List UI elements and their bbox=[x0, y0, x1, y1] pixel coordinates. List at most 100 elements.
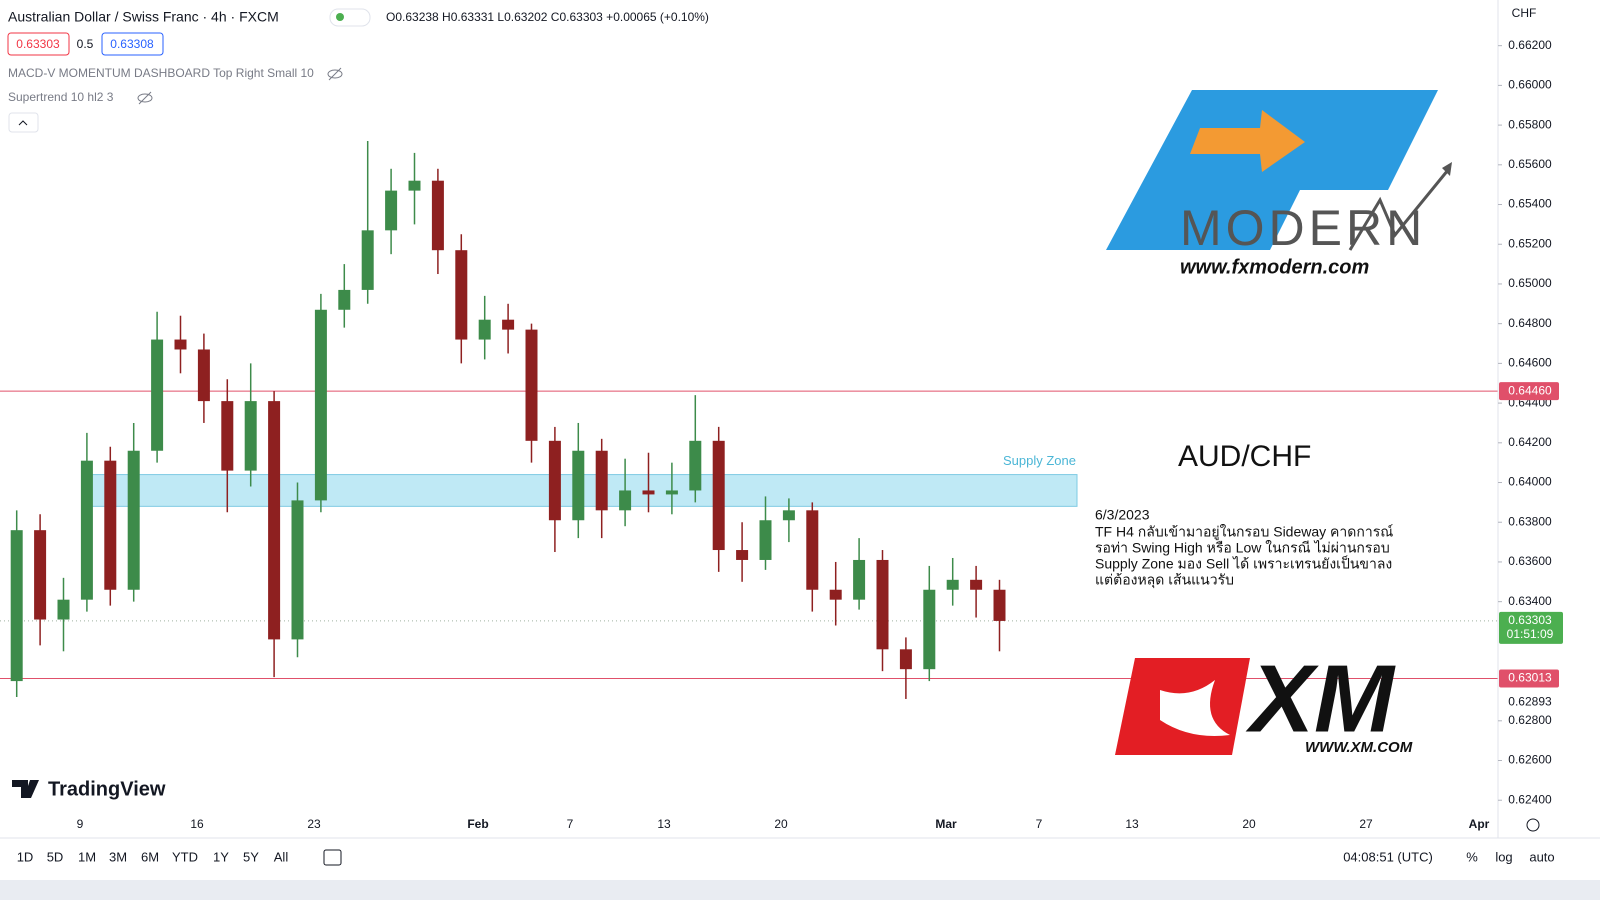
candle-body bbox=[665, 490, 678, 495]
candle-body bbox=[408, 180, 421, 191]
candle-body bbox=[268, 401, 281, 640]
candle-body bbox=[314, 309, 327, 501]
candle-body bbox=[478, 319, 491, 340]
candle-body bbox=[10, 530, 23, 682]
symbol-title[interactable]: Australian Dollar / Swiss Franc · 4h · F… bbox=[8, 9, 279, 25]
x-tick-label: 16 bbox=[190, 817, 204, 831]
candle-body bbox=[525, 329, 538, 441]
candle-body bbox=[572, 450, 585, 521]
candle-body bbox=[548, 440, 561, 521]
annotation-line: Supply Zone มอง Sell ได้ เพราะเทรนยังเป็… bbox=[1095, 555, 1392, 572]
timeframe-button[interactable]: YTD bbox=[172, 849, 198, 864]
tradingview-brand: TradingView bbox=[12, 778, 166, 800]
timeframe-button[interactable]: 1M bbox=[78, 849, 96, 864]
last-price-tag bbox=[1499, 611, 1563, 644]
scale-option[interactable]: auto bbox=[1529, 849, 1554, 864]
price-line-tag bbox=[1499, 382, 1559, 401]
y-tick-label: 0.65600 bbox=[1508, 157, 1552, 171]
xm-logo: XM WWW.XM.COM bbox=[1115, 645, 1413, 756]
x-tick-label: 20 bbox=[774, 817, 788, 831]
candle-body bbox=[361, 230, 374, 290]
x-tick-label: 7 bbox=[1036, 817, 1043, 831]
candle-body bbox=[502, 319, 515, 330]
candle-body bbox=[993, 589, 1006, 621]
annotation-line: รอท่า Swing High หรือ Low ในกรณี ไม่ผ่าน… bbox=[1095, 540, 1390, 556]
buy-price: 0.63308 bbox=[110, 37, 154, 51]
settings-icon[interactable] bbox=[1526, 818, 1540, 832]
candle-body bbox=[970, 579, 983, 590]
bottom-strip bbox=[0, 880, 1600, 900]
sell-price: 0.63303 bbox=[16, 37, 60, 51]
y-tick-label: 0.65400 bbox=[1508, 197, 1552, 211]
x-tick-label: Mar bbox=[935, 817, 957, 831]
bottom-toolbar: 1D 5D 1M 3M 6M YTD 1Y 5Y All% log auto bbox=[17, 849, 1555, 864]
ohlc-legend: O0.63238 H0.63331 L0.63202 C0.63303 +0.0… bbox=[386, 10, 709, 24]
xm-word: XM bbox=[1245, 645, 1396, 752]
y-tick-label: 0.64200 bbox=[1508, 435, 1552, 449]
buy-button[interactable] bbox=[101, 32, 164, 56]
candle-body bbox=[455, 250, 468, 340]
hidden-eye-icon[interactable] bbox=[137, 67, 343, 105]
plot-area: Supply Zone bbox=[0, 140, 1498, 699]
candle-body bbox=[619, 490, 632, 511]
x-tick-label: 20 bbox=[1242, 817, 1256, 831]
candle-body bbox=[151, 339, 164, 451]
y-tick-label: 0.66000 bbox=[1508, 78, 1552, 92]
annotation-line: TF H4 กลับเข้ามาอยู่ในกรอบ Sideway คาดกา… bbox=[1095, 524, 1393, 541]
spread: 0.5 bbox=[77, 37, 94, 51]
x-tick-label: 13 bbox=[657, 817, 671, 831]
y-tick-label: 0.62600 bbox=[1508, 753, 1552, 767]
fx-word: MODERN bbox=[1180, 200, 1426, 256]
y-tick-label: 0.64000 bbox=[1508, 475, 1552, 489]
candle-body bbox=[127, 450, 140, 590]
candle-body bbox=[385, 190, 398, 231]
fx-url: www.fxmodern.com bbox=[1180, 256, 1369, 278]
indicator-label[interactable]: Supertrend 10 hl2 3 bbox=[8, 90, 114, 104]
y-tick-label: 0.64800 bbox=[1508, 316, 1552, 330]
candle-body bbox=[806, 510, 819, 590]
y-tick-label: 0.63600 bbox=[1508, 554, 1552, 568]
candle-body bbox=[923, 589, 936, 670]
clock[interactable]: 04:08:51 (UTC) bbox=[1343, 849, 1433, 864]
candle-body bbox=[244, 401, 257, 471]
date-range-icon[interactable] bbox=[323, 849, 342, 866]
x-tick-label: Apr bbox=[1469, 817, 1490, 831]
candle-body bbox=[34, 530, 47, 620]
collapse-icon bbox=[18, 120, 28, 126]
scale-option[interactable]: % bbox=[1466, 849, 1478, 864]
x-tick-label: Feb bbox=[467, 817, 488, 831]
candle-body bbox=[829, 589, 842, 600]
candle-body bbox=[946, 579, 959, 590]
price-line-label: 0.63013 bbox=[1508, 671, 1552, 685]
y-tick-label: 0.62800 bbox=[1508, 713, 1552, 727]
y-tick-label: 0.65000 bbox=[1508, 276, 1552, 290]
price-line-tag bbox=[1499, 669, 1559, 688]
timeframe-button[interactable]: 5Y bbox=[243, 849, 259, 864]
time-axis: 9 16 23 Feb 7 13 20 Mar 7 13 20 27 Apr bbox=[77, 817, 1490, 831]
scale-option[interactable]: log bbox=[1495, 849, 1512, 864]
x-tick-label: 7 bbox=[567, 817, 574, 831]
candle-body bbox=[174, 339, 187, 350]
timeframe-button[interactable]: All bbox=[274, 849, 289, 864]
candle-body bbox=[197, 349, 210, 402]
candle-body bbox=[759, 520, 772, 560]
sell-button[interactable] bbox=[7, 32, 70, 56]
indicator-label[interactable]: MACD-V MOMENTUM DASHBOARD Top Right Smal… bbox=[8, 66, 314, 80]
annotation-date: 6/3/2023 bbox=[1095, 507, 1150, 523]
timeframe-button[interactable]: 6M bbox=[141, 849, 159, 864]
collapse-button[interactable] bbox=[8, 112, 39, 133]
timeframe-button[interactable]: 5D bbox=[47, 849, 64, 864]
timeframe-button[interactable]: 1Y bbox=[213, 849, 229, 864]
timeframe-button[interactable]: 1D bbox=[17, 849, 34, 864]
x-tick-label: 23 bbox=[307, 817, 321, 831]
brand-name: TradingView bbox=[48, 778, 166, 800]
last-price-label: 0.63303 bbox=[1508, 613, 1552, 627]
currency-label[interactable]: CHF bbox=[1512, 6, 1537, 20]
price-line-label: 0.64460 bbox=[1508, 383, 1552, 397]
candle-body bbox=[291, 500, 304, 640]
y-tick-label: 0.65800 bbox=[1508, 117, 1552, 131]
timeframe-button[interactable]: 3M bbox=[109, 849, 127, 864]
status-dot bbox=[336, 13, 344, 21]
supply-zone-label: Supply Zone bbox=[1003, 453, 1076, 468]
